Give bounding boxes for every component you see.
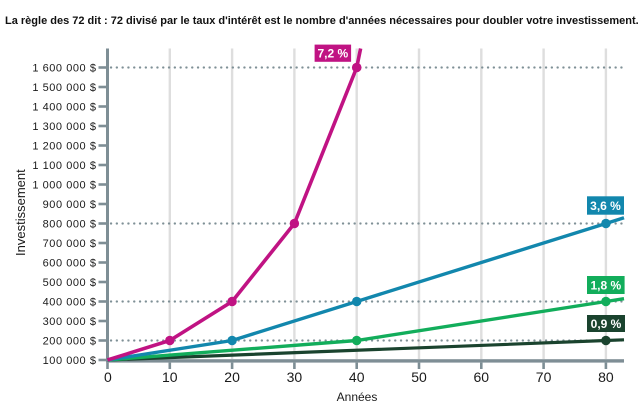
svg-text:300 000 $: 300 000 $: [43, 316, 97, 328]
svg-text:1 600 000 $: 1 600 000 $: [32, 63, 96, 75]
svg-text:0,9 %: 0,9 %: [591, 317, 622, 331]
svg-text:30: 30: [287, 369, 303, 385]
svg-text:7,2 %: 7,2 %: [317, 47, 348, 61]
svg-text:200 000 $: 200 000 $: [43, 336, 97, 348]
svg-text:1 300 000 $: 1 300 000 $: [32, 121, 96, 133]
svg-text:100 000 $: 100 000 $: [43, 355, 97, 367]
svg-text:Années: Années: [337, 390, 378, 404]
svg-text:60: 60: [474, 369, 490, 385]
svg-text:40: 40: [349, 369, 365, 385]
svg-text:1 200 000 $: 1 200 000 $: [32, 141, 96, 153]
svg-text:1,8 %: 1,8 %: [590, 279, 621, 293]
svg-text:700 000 $: 700 000 $: [43, 238, 97, 250]
svg-text:900 000 $: 900 000 $: [43, 199, 97, 211]
svg-text:La règle des 72 dit : 72 divis: La règle des 72 dit : 72 divisé par le t…: [5, 15, 639, 27]
svg-text:80: 80: [598, 369, 614, 385]
svg-text:600 000 $: 600 000 $: [43, 258, 97, 270]
svg-text:500 000 $: 500 000 $: [43, 277, 97, 289]
svg-text:0: 0: [104, 369, 112, 385]
svg-text:1 000 000 $: 1 000 000 $: [32, 180, 96, 192]
svg-text:Investissement: Investissement: [13, 169, 28, 256]
svg-text:20: 20: [224, 369, 240, 385]
svg-text:1 400 000 $: 1 400 000 $: [32, 102, 96, 114]
svg-text:1 100 000 $: 1 100 000 $: [32, 160, 96, 172]
svg-text:1 500 000 $: 1 500 000 $: [32, 82, 96, 94]
svg-text:800 000 $: 800 000 $: [43, 219, 97, 231]
svg-text:10: 10: [162, 369, 178, 385]
svg-text:400 000 $: 400 000 $: [43, 297, 97, 309]
svg-text:70: 70: [536, 369, 552, 385]
svg-text:50: 50: [411, 369, 427, 385]
svg-text:3,6 %: 3,6 %: [590, 199, 621, 213]
